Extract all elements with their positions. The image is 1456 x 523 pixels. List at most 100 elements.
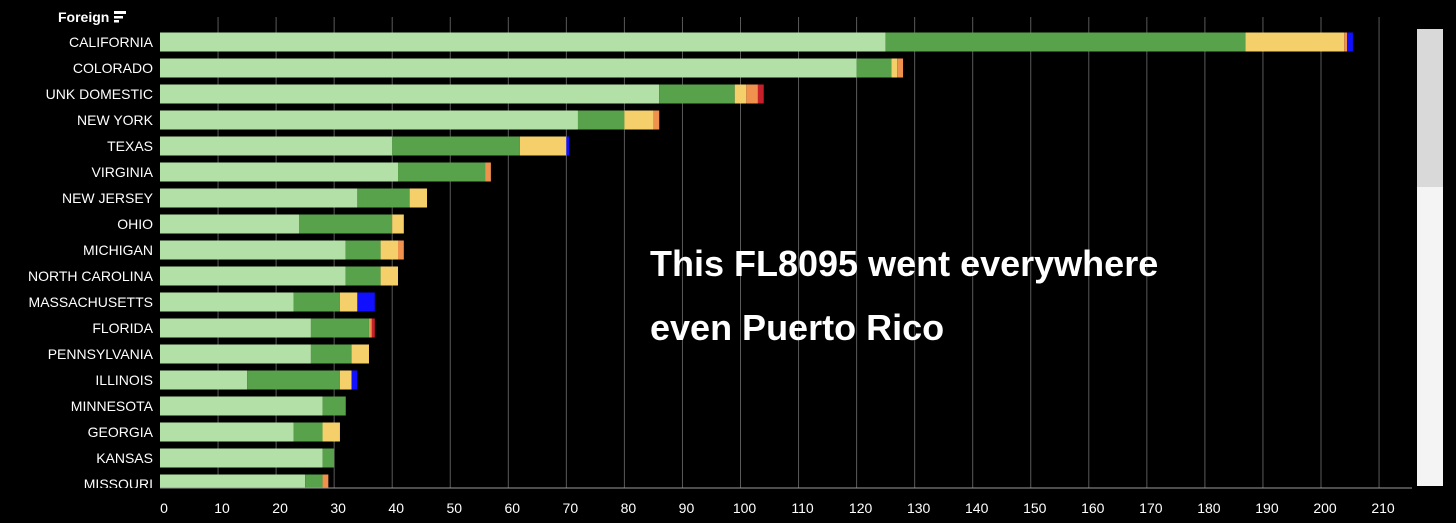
x-tick-label: 130 <box>907 500 931 516</box>
bar-segment <box>160 136 393 156</box>
bar-segment <box>160 58 857 78</box>
x-tick-label: 100 <box>733 500 757 516</box>
bar-segment <box>734 84 747 104</box>
bar-segment <box>160 188 358 208</box>
bar-segment <box>247 370 340 390</box>
x-tick-label: 180 <box>1197 500 1221 516</box>
category-label: MICHIGAN <box>83 242 153 258</box>
bar-segment <box>160 162 399 182</box>
x-tick-label: 120 <box>849 500 873 516</box>
annotation-line-2: even Puerto Rico <box>650 307 945 348</box>
category-label: PENNSYLVANIA <box>48 346 154 362</box>
x-tick-labels: 0 10 20 30 40 50 60 70 80 90 100 110 120 130 140 150 160… <box>160 500 1395 516</box>
bar-segment <box>293 292 340 312</box>
bar-segment <box>757 84 764 104</box>
bar-segment <box>891 58 898 78</box>
category-label: KANSAS <box>96 450 153 466</box>
bar-segment <box>897 58 904 78</box>
bar-segment <box>746 84 758 104</box>
bars <box>160 32 1353 488</box>
x-tick-label: 190 <box>1255 500 1279 516</box>
scroll-thumb[interactable] <box>1417 29 1443 187</box>
bar-segment <box>310 344 352 364</box>
bar-segment <box>160 266 346 286</box>
bar-segment <box>357 188 410 208</box>
bar-segment <box>485 162 491 182</box>
bar-segment <box>345 240 381 260</box>
bar-segment <box>856 58 892 78</box>
bar-segment <box>322 474 329 488</box>
category-label: TEXAS <box>107 138 153 154</box>
x-tick-label: 60 <box>505 500 521 516</box>
bar-segment <box>380 266 399 286</box>
bar-segment <box>160 84 660 104</box>
category-label: NORTH CAROLINA <box>28 268 154 284</box>
filter-icon[interactable] <box>113 10 127 24</box>
bar-segment <box>577 110 625 130</box>
bar-segment <box>339 292 358 312</box>
header-title: Foreign <box>58 9 110 25</box>
category-label: CALIFORNIA <box>69 34 154 50</box>
bar-segment <box>160 474 306 488</box>
bar-segment <box>368 318 372 338</box>
bar-segment <box>409 188 428 208</box>
bar-segment <box>160 422 294 442</box>
x-tick-label: 200 <box>1313 500 1337 516</box>
x-tick-label: 70 <box>563 500 579 516</box>
bar-segment <box>160 370 248 390</box>
category-label: FLORIDA <box>92 320 153 336</box>
bar-segment <box>659 84 735 104</box>
bar-segment <box>351 344 369 364</box>
bar-segment <box>310 318 369 338</box>
x-tick-label: 160 <box>1081 500 1105 516</box>
bar-segment <box>566 136 570 156</box>
bar-segment <box>392 136 520 156</box>
x-tick-label: 110 <box>791 500 814 516</box>
category-label: MISSOURI <box>84 476 153 492</box>
bar-segment <box>380 240 399 260</box>
bar-segment <box>351 370 358 390</box>
bar-segment <box>160 240 346 260</box>
bar-segment <box>322 422 340 442</box>
x-tick-label: 50 <box>446 500 462 516</box>
vertical-scrollbar[interactable] <box>1417 29 1443 486</box>
x-tick-label: 40 <box>388 500 404 516</box>
category-label: ILLINOIS <box>95 372 153 388</box>
bar-segment <box>339 370 352 390</box>
category-label: UNK DOMESTIC <box>46 86 153 102</box>
bar-segment <box>160 292 294 312</box>
x-tick-label: 0 <box>160 500 168 516</box>
bar-segment <box>160 448 323 468</box>
bar-segment <box>160 318 311 338</box>
bar-segment <box>160 110 578 130</box>
bar-segment <box>293 422 323 442</box>
x-tick-label: 90 <box>679 500 695 516</box>
bar-segment <box>371 318 375 338</box>
bar-segment <box>398 162 486 182</box>
bar-segment <box>1347 32 1353 52</box>
bar-segment <box>519 136 567 156</box>
bar-segment <box>624 110 654 130</box>
bar-segment <box>1245 32 1345 52</box>
category-label: MASSACHUSETTS <box>29 294 153 310</box>
annotation-line-1: This FL8095 went everywhere <box>650 243 1159 284</box>
category-label: NEW YORK <box>77 112 154 128</box>
bar-segment <box>653 110 660 130</box>
category-label: OHIO <box>117 216 153 232</box>
x-tick-label: 170 <box>1139 500 1163 516</box>
category-label: VIRGINIA <box>92 164 154 180</box>
bar-segment <box>160 32 886 52</box>
x-tick-label: 210 <box>1371 500 1395 516</box>
bar-segment <box>160 396 323 416</box>
x-tick-label: 80 <box>621 500 637 516</box>
bar-segment <box>305 474 323 488</box>
category-labels: CALIFORNIA COLORADO UNK DOMESTIC NEW YORK TE… <box>28 34 154 492</box>
bar-segment <box>322 448 335 468</box>
category-label: MINNESOTA <box>71 398 154 414</box>
category-label: COLORADO <box>73 60 153 76</box>
x-tick-label: 150 <box>1023 500 1047 516</box>
annotation-text: This FL8095 went everywhere even Puerto … <box>650 232 1158 360</box>
bar-segment <box>160 214 300 234</box>
bar-segment <box>322 396 346 416</box>
